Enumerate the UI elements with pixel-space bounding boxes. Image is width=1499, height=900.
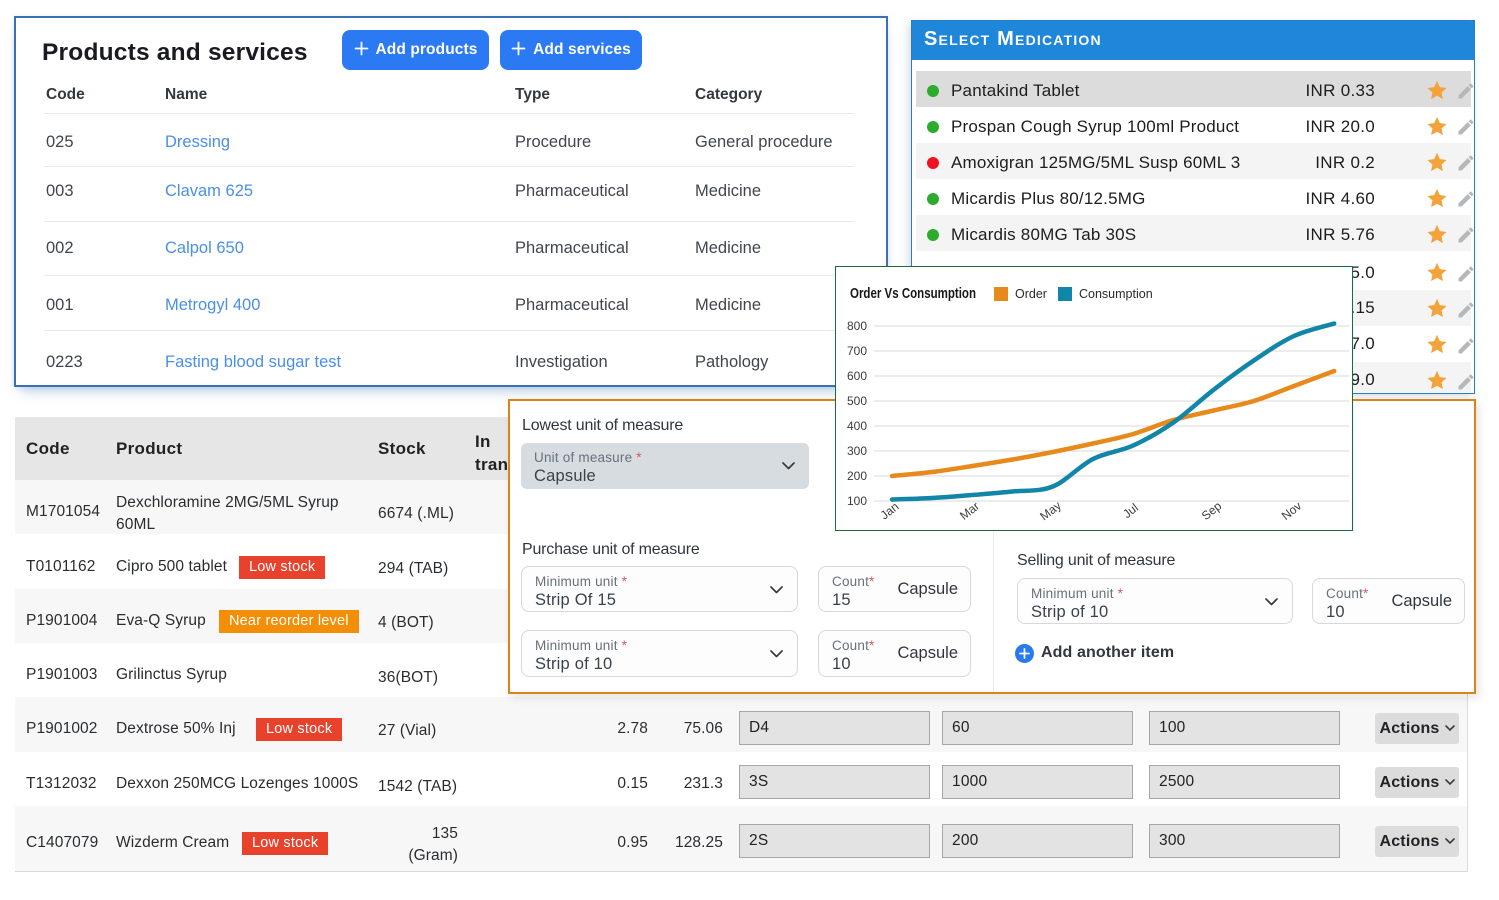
svg-text:May: May xyxy=(1037,498,1063,523)
svg-text:Jul: Jul xyxy=(1120,501,1141,521)
svg-text:100: 100 xyxy=(847,494,867,508)
svg-text:Mar: Mar xyxy=(957,499,982,523)
svg-text:300: 300 xyxy=(847,444,867,458)
svg-text:800: 800 xyxy=(847,319,867,333)
svg-text:Order Vs Consumption: Order Vs Consumption xyxy=(850,286,976,302)
svg-text:Jan: Jan xyxy=(878,499,902,522)
svg-text:Consumption: Consumption xyxy=(1079,287,1153,301)
svg-text:Sep: Sep xyxy=(1199,499,1225,523)
svg-text:600: 600 xyxy=(847,369,867,383)
svg-text:700: 700 xyxy=(847,344,867,358)
svg-text:400: 400 xyxy=(847,419,867,433)
svg-text:Order: Order xyxy=(1015,287,1047,301)
svg-text:500: 500 xyxy=(847,394,867,408)
svg-text:Nov: Nov xyxy=(1279,499,1304,523)
svg-text:200: 200 xyxy=(847,469,867,483)
